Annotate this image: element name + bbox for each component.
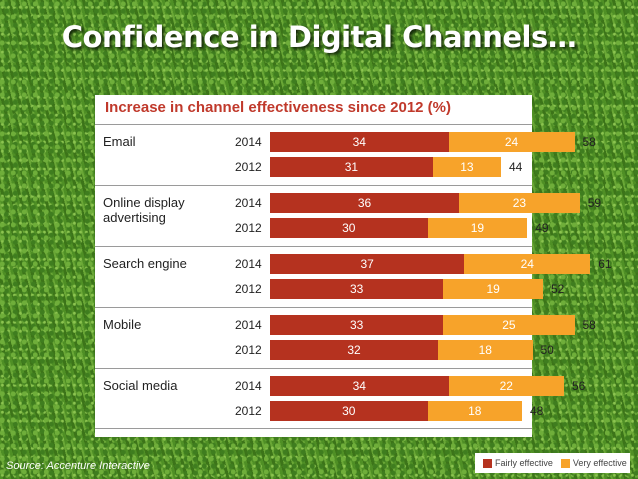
total-label: 59 (587, 196, 602, 210)
bar-very-effective: 18 (438, 340, 533, 360)
year-label: 2014 (235, 318, 262, 332)
category-label: Online display advertising (103, 195, 185, 225)
group-divider (95, 246, 532, 247)
chart-title: Increase in channel effectiveness since … (105, 99, 452, 116)
bar-fairly-effective: 36 (270, 193, 459, 213)
bar-fairly-effective: 30 (270, 218, 428, 238)
total-label: 58 (582, 135, 596, 149)
year-label: 2014 (235, 257, 262, 271)
year-label: 2012 (235, 282, 262, 296)
group-divider (95, 185, 532, 186)
bar-fairly-effective: 32 (270, 340, 438, 360)
bar-very-effective: 22 (448, 376, 564, 396)
bar-fairly-effective: 33 (270, 315, 444, 335)
total-label: 49 (535, 221, 549, 235)
legend-label-fairly: Fairly effective (495, 458, 553, 468)
category-label: Social media (103, 378, 178, 393)
bar-very-effective: 13 (432, 157, 501, 177)
year-label: 2014 (235, 379, 262, 393)
bar-very-effective: 24 (464, 254, 591, 274)
bar-fairly-effective: 33 (270, 279, 444, 299)
bar-fairly-effective: 34 (270, 376, 449, 396)
bar-very-effective: 19 (427, 218, 528, 238)
slide-title: Confidence in Digital Channels… (61, 20, 577, 54)
total-label: 58 (582, 318, 596, 332)
bar-fairly-effective: 34 (270, 132, 449, 152)
year-label: 2014 (235, 135, 262, 149)
group-divider (95, 124, 532, 125)
year-label: 2012 (235, 404, 262, 418)
bar-very-effective: 19 (443, 279, 543, 299)
total-label: 50 (540, 343, 554, 357)
chart-legend: Fairly effective Very effective (475, 453, 630, 473)
bar-very-effective: 23 (459, 193, 580, 213)
bar-very-effective: 18 (427, 401, 522, 421)
bar-fairly-effective: 30 (270, 401, 428, 421)
legend-swatch-fairly (483, 458, 492, 468)
group-divider (95, 368, 532, 369)
category-label: Mobile (103, 317, 142, 332)
legend-swatch-very (560, 458, 570, 468)
group-divider (95, 428, 532, 429)
bar-fairly-effective: 37 (270, 254, 465, 274)
year-label: 2014 (235, 196, 262, 210)
total-label: 56 (572, 379, 586, 393)
chart-panel: Increase in channel effectiveness since … (95, 95, 612, 437)
total-label: 61 (598, 257, 612, 271)
year-label: 2012 (235, 160, 262, 174)
bar-fairly-effective: 31 (270, 157, 433, 177)
year-label: 2012 (235, 343, 262, 357)
total-label: 48 (530, 404, 544, 418)
category-label: Search engine (103, 256, 187, 271)
bar-very-effective: 24 (448, 132, 575, 152)
group-divider (95, 307, 532, 308)
source-note: Source: Accenture Interactive (6, 460, 150, 472)
total-label: 52 (551, 282, 565, 296)
legend-label-very: Very effective (572, 458, 627, 468)
category-label: Email (103, 134, 136, 149)
year-label: 2012 (235, 221, 262, 235)
total-label: 44 (509, 160, 523, 174)
bar-very-effective: 25 (443, 315, 575, 335)
